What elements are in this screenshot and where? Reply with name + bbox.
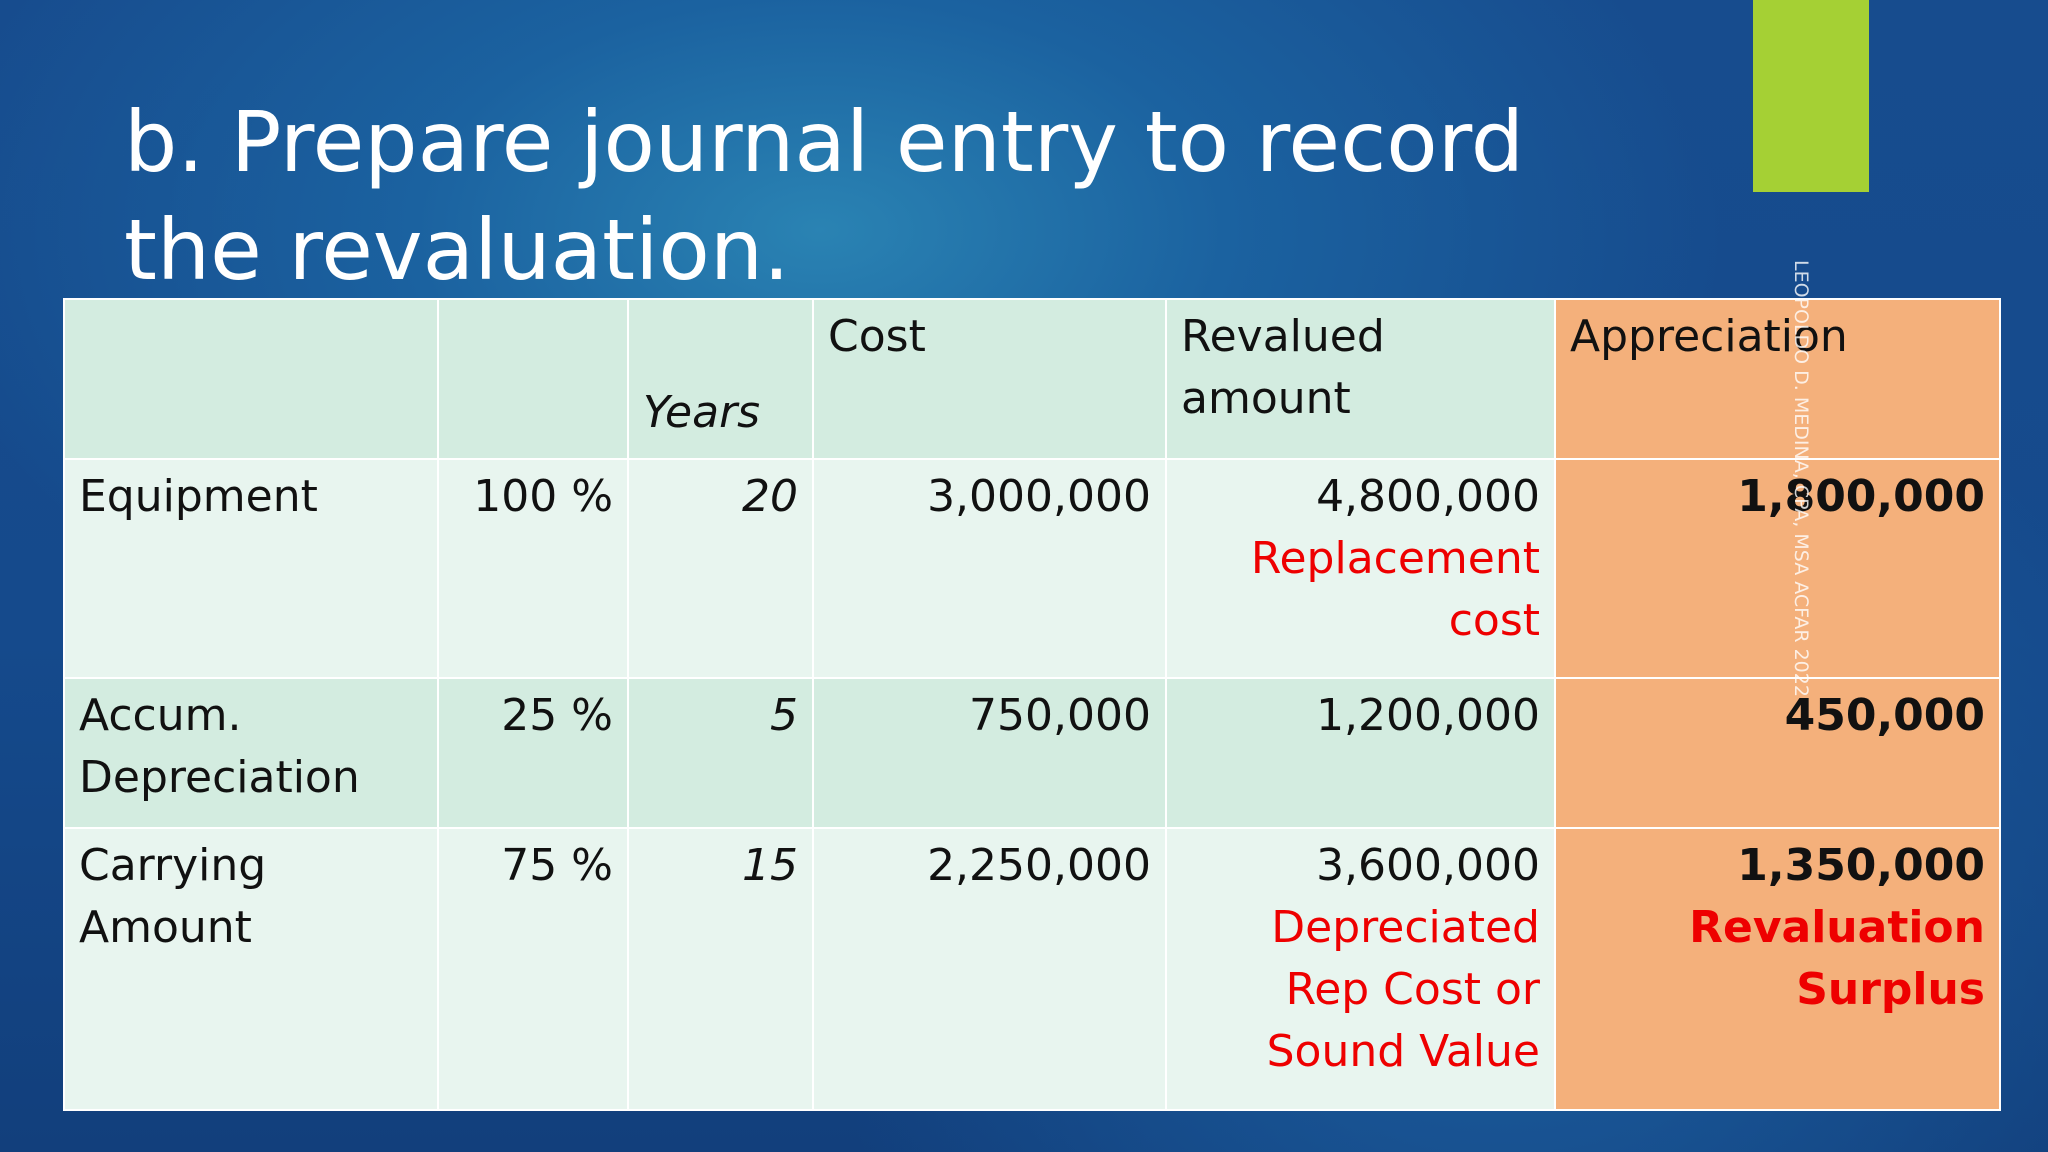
row-label: Carrying Amount — [63, 827, 439, 1111]
table-row-accum-depreciation: Accum. Depreciation 25 % 5 750,000 1,200… — [63, 677, 2001, 829]
table-row-carrying-amount: Carrying Amount 75 % 15 2,250,000 3,600,… — [63, 827, 2001, 1111]
header-percent-cell — [437, 298, 629, 460]
row-revalued: 1,200,000 — [1165, 677, 1556, 829]
table-row-equipment: Equipment 100 % 20 3,000,000 4,800,000 R… — [63, 458, 2001, 679]
row-appreciation: 1,350,000 Revaluation Surplus — [1554, 827, 2001, 1111]
row-cost: 750,000 — [812, 677, 1167, 829]
row-label-line1: Carrying — [79, 840, 267, 891]
row-years: 15 — [627, 827, 814, 1111]
row-revalued: 3,600,000 Depreciated Rep Cost or Sound … — [1165, 827, 1556, 1111]
row-appreciation: 1,800,000 — [1554, 458, 2001, 679]
row-label-line2: Amount — [79, 902, 252, 953]
row-label-line2: Depreciation — [79, 752, 360, 803]
revaluation-table: Years Cost Revalued amount Appreciation … — [63, 298, 2001, 1111]
row-revalued-value: 3,600,000 — [1316, 840, 1540, 891]
row-revalued: 4,800,000 Replacement cost — [1165, 458, 1556, 679]
header-years: Years — [627, 298, 814, 460]
revalued-note-line: Sound Value — [1266, 1026, 1540, 1077]
row-years: 5 — [627, 677, 814, 829]
row-percent: 25 % — [437, 677, 629, 829]
header-cost: Cost — [812, 298, 1167, 460]
row-label: Accum. Depreciation — [63, 677, 439, 829]
slide-title: b. Prepare journal entry to record the r… — [124, 93, 1525, 299]
revalued-note-line: cost — [1448, 595, 1540, 646]
revalued-note-line: Replacement — [1250, 533, 1540, 584]
row-label: Equipment — [63, 458, 439, 679]
row-revalued-value: 4,800,000 — [1316, 471, 1540, 522]
author-watermark: LEOPOLDO D. MEDINA, CPA, MSA ACFAR 2022 — [1790, 260, 1812, 697]
row-percent: 75 % — [437, 827, 629, 1111]
row-cost: 2,250,000 — [812, 827, 1167, 1111]
header-revalued-line1: Revalued — [1181, 311, 1385, 362]
row-years: 20 — [627, 458, 814, 679]
row-appreciation-value: 450,000 — [1784, 690, 1985, 741]
row-label-line1: Accum. — [79, 690, 242, 741]
row-label-line1: Equipment — [79, 471, 318, 522]
header-appreciation: Appreciation — [1554, 298, 2001, 460]
appreciation-note-line: Revaluation — [1689, 902, 1985, 953]
row-cost: 3,000,000 — [812, 458, 1167, 679]
row-appreciation: 450,000 — [1554, 677, 2001, 829]
revalued-note-line: Depreciated — [1271, 902, 1540, 953]
green-accent-bar — [1753, 0, 1869, 192]
header-label-cell — [63, 298, 439, 460]
header-revalued-line2: amount — [1181, 373, 1351, 424]
row-revalued-value: 1,200,000 — [1316, 690, 1540, 741]
revalued-note-line: Rep Cost or — [1285, 964, 1540, 1015]
appreciation-note-line: Surplus — [1796, 964, 1985, 1015]
header-revalued-amount: Revalued amount — [1165, 298, 1556, 460]
row-appreciation-value: 1,350,000 — [1737, 840, 1985, 891]
row-appreciation-value: 1,800,000 — [1737, 471, 1985, 522]
table-header-row: Years Cost Revalued amount Appreciation — [63, 298, 2001, 460]
row-percent: 100 % — [437, 458, 629, 679]
